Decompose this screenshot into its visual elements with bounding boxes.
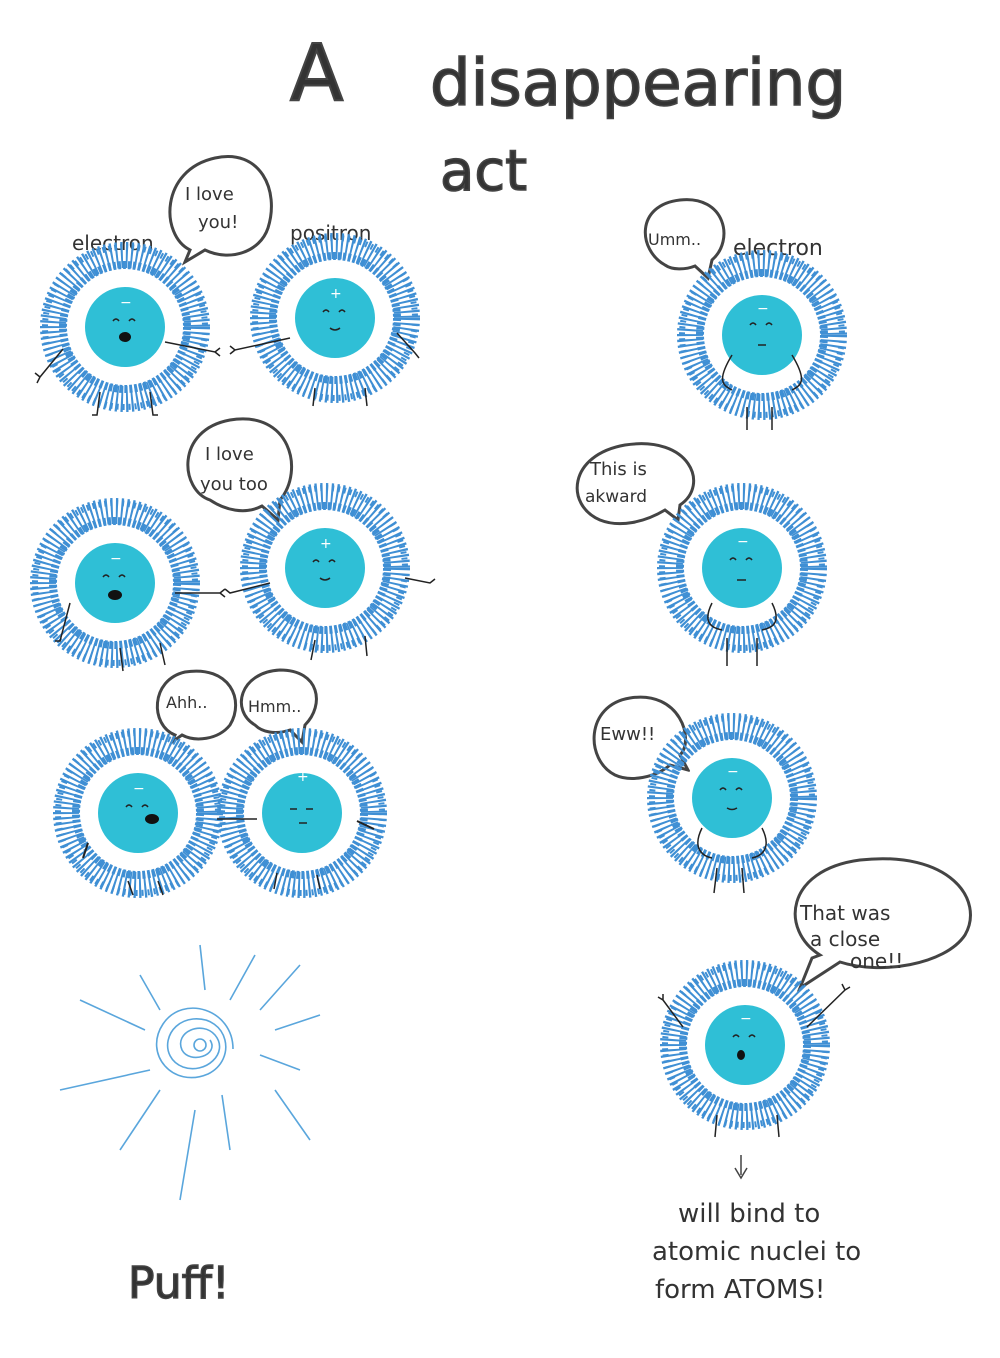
speech-bubble-i-love-you: I love you! xyxy=(168,155,273,266)
electron-particle: − xyxy=(35,503,226,671)
minus-sign: − xyxy=(737,534,749,550)
bubble-text-umm: Umm.. xyxy=(648,230,701,249)
bubble-text-2b: you too xyxy=(200,474,268,495)
speech-bubble-awkward: This is akward xyxy=(575,442,696,526)
minus-sign: − xyxy=(133,781,145,797)
electron-particle: − xyxy=(652,718,812,894)
bubble-text-2a: I love xyxy=(205,444,254,465)
bubble-text-eww: Eww!! xyxy=(600,724,655,745)
bubble-text-awkward-b: akward xyxy=(585,487,647,507)
bubble-text-close-a: That was xyxy=(799,901,890,925)
electron-particle: − xyxy=(58,733,218,895)
panel-r1: Umm.. electron − xyxy=(643,198,842,430)
panel-r3: Eww!! − xyxy=(592,695,812,894)
title-word-act: act xyxy=(440,139,527,204)
bubble-text-hmm: Hmm.. xyxy=(248,697,301,716)
positron-particle: + xyxy=(229,238,419,406)
note-line-3: form ATOMS! xyxy=(655,1275,825,1305)
plus-sign: + xyxy=(330,286,342,302)
speech-bubble-eww: Eww!! xyxy=(592,695,691,780)
speech-bubble-i-love-you-too: I love you too xyxy=(186,417,294,524)
panel-2: I love you too − + xyxy=(35,417,436,671)
speech-bubble-umm: Umm.. xyxy=(643,198,726,281)
panel-r2: This is akward − xyxy=(575,442,822,666)
note-line-2: atomic nuclei to xyxy=(652,1237,861,1267)
puff-text: Puff! xyxy=(128,1258,230,1309)
panel-r4: That was a close one!! − xyxy=(658,857,972,1180)
electron-particle: − xyxy=(662,488,822,666)
positron-particle: + xyxy=(224,488,436,660)
bubble-text-close-c: one!! xyxy=(850,949,903,973)
title-word-disappearing: disappearing xyxy=(430,47,846,121)
panel-1: electron positron I love you! − + xyxy=(35,155,419,415)
electron-particle: − xyxy=(658,965,851,1137)
bubble-text-1b: you! xyxy=(198,212,238,233)
minus-sign: − xyxy=(110,551,122,567)
label-electron: electron xyxy=(72,231,154,255)
note-atoms: will bind to atomic nuclei to form ATOMS… xyxy=(652,1199,861,1305)
plus-sign: + xyxy=(320,536,332,552)
speech-bubble-hmm: Hmm.. xyxy=(239,668,318,746)
bubble-text-close-b: a close xyxy=(810,927,880,951)
panel-3: Ahh.. Hmm.. − + xyxy=(58,668,382,895)
panel-4-puff: Puff! xyxy=(59,944,321,1310)
minus-sign: − xyxy=(727,764,739,780)
bubble-text-awkward-a: This is xyxy=(589,459,647,480)
minus-sign: − xyxy=(757,301,769,317)
title-letter-a: A xyxy=(290,29,343,119)
speech-bubble-close-one: That was a close one!! xyxy=(793,857,972,992)
note-line-1: will bind to xyxy=(678,1199,820,1229)
title: A disappearing act xyxy=(289,28,847,205)
annihilation-swirl-icon xyxy=(59,944,321,1201)
positron-particle: + xyxy=(217,733,382,893)
bubble-text-1a: I love xyxy=(185,184,234,205)
electron-particle: − xyxy=(682,255,842,430)
bubble-text-ahh: Ahh.. xyxy=(166,693,207,712)
minus-sign: − xyxy=(740,1011,752,1027)
electron-particle: − xyxy=(35,247,221,415)
speech-bubble-ahh: Ahh.. xyxy=(155,669,238,747)
minus-sign: − xyxy=(120,295,132,311)
arrow-down-icon xyxy=(734,1155,748,1180)
plus-sign: + xyxy=(297,769,309,785)
